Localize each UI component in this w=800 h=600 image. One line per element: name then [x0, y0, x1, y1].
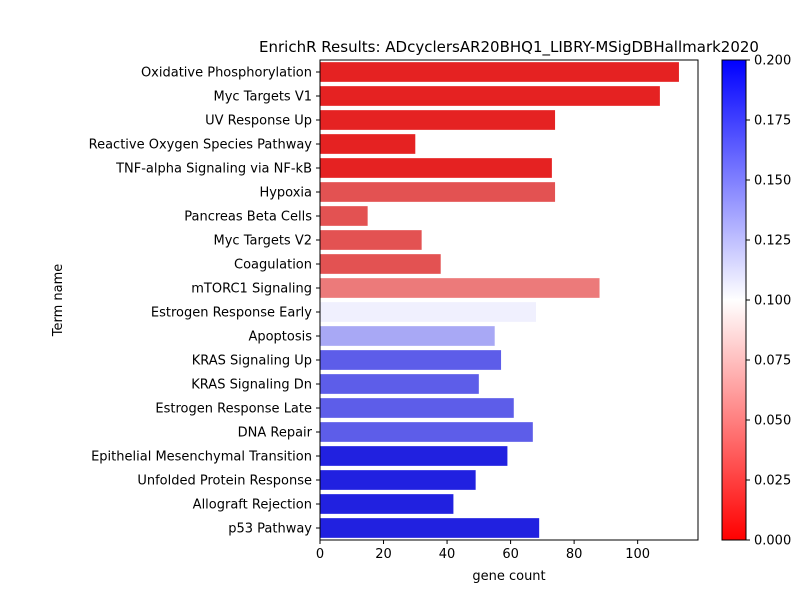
- colorbar-tick-label: 0.125: [754, 234, 791, 249]
- y-tick-label: Allograft Rejection: [193, 498, 312, 513]
- colorbar: 0.000 0.025 0.050 0.075 0.100 0.125 0.150 0.175…: [721, 54, 791, 549]
- bar: [320, 158, 552, 178]
- y-axis-label: Term name: [51, 264, 66, 338]
- bar: [320, 422, 533, 442]
- x-tick-label: 0: [316, 547, 324, 562]
- y-tick-label: Estrogen Response Early: [151, 306, 312, 321]
- y-tick-label: KRAS Signaling Up: [192, 354, 312, 369]
- y-tick-label: Epithelial Mesenchymal Transition: [91, 450, 312, 465]
- colorbar-gradient: [721, 59, 747, 541]
- bar: [320, 326, 495, 346]
- y-tick-label: Myc Targets V2: [214, 234, 312, 249]
- y-tick-label: mTORC1 Signaling: [191, 282, 312, 297]
- y-tick-label: Apoptosis: [248, 330, 312, 345]
- colorbar-tick-label: 0.150: [754, 174, 791, 189]
- bar: [320, 62, 679, 82]
- colorbar-tick-label: 0.050: [754, 414, 791, 429]
- colorbar-tick-label: 0.175: [754, 114, 791, 129]
- bar: [320, 302, 536, 322]
- y-tick-label: KRAS Signaling Dn: [191, 378, 312, 393]
- chart-title: EnrichR Results: ADcyclersAR20BHQ1_LIBRY…: [259, 38, 759, 57]
- colorbar-tick-label: 0.000: [754, 534, 791, 549]
- bar: [320, 398, 514, 418]
- bar: [320, 110, 556, 130]
- x-axis-label: gene count: [472, 569, 545, 584]
- y-tick-label: UV Response Up: [205, 114, 312, 129]
- bar: [320, 254, 441, 274]
- bar: [320, 206, 368, 226]
- y-tick-label: Oxidative Phosphorylation: [141, 66, 312, 81]
- x-tick-label: 100: [625, 547, 650, 562]
- bar: [320, 86, 660, 106]
- plot-area: Oxidative Phosphorylation Myc Targets V1 U…: [89, 59, 699, 562]
- y-tick-label: p53 Pathway: [228, 522, 312, 537]
- colorbar-tick-label: 0.025: [754, 474, 791, 489]
- bar: [320, 350, 502, 370]
- bar: [320, 518, 540, 538]
- y-tick-label: Myc Targets V1: [214, 90, 312, 105]
- bar: [320, 134, 416, 154]
- x-tick-label: 20: [375, 547, 392, 562]
- bar: [320, 446, 508, 466]
- y-tick-label: TNF-alpha Signaling via NF-kB: [115, 162, 312, 177]
- bar: [320, 230, 422, 250]
- colorbar-tick-label: 0.100: [754, 294, 791, 309]
- x-tick-label: 80: [566, 547, 583, 562]
- bar: [320, 494, 454, 514]
- y-tick-label: Estrogen Response Late: [155, 402, 312, 417]
- plot-frame: [319, 59, 699, 541]
- y-tick-label: Coagulation: [234, 258, 312, 273]
- x-tick-label: 60: [502, 547, 519, 562]
- y-tick-label: Reactive Oxygen Species Pathway: [89, 138, 313, 153]
- bar: [320, 470, 476, 490]
- colorbar-tick-label: 0.075: [754, 354, 791, 369]
- colorbar-tick-label: 0.200: [754, 54, 791, 69]
- bar: [320, 374, 479, 394]
- y-tick-label: DNA Repair: [238, 426, 313, 441]
- y-tick-label: Unfolded Protein Response: [137, 474, 312, 489]
- y-tick-label: Hypoxia: [259, 186, 312, 201]
- x-tick-label: 40: [439, 547, 456, 562]
- y-tick-label: Pancreas Beta Cells: [184, 210, 312, 225]
- bar: [320, 278, 600, 298]
- bar: [320, 182, 556, 202]
